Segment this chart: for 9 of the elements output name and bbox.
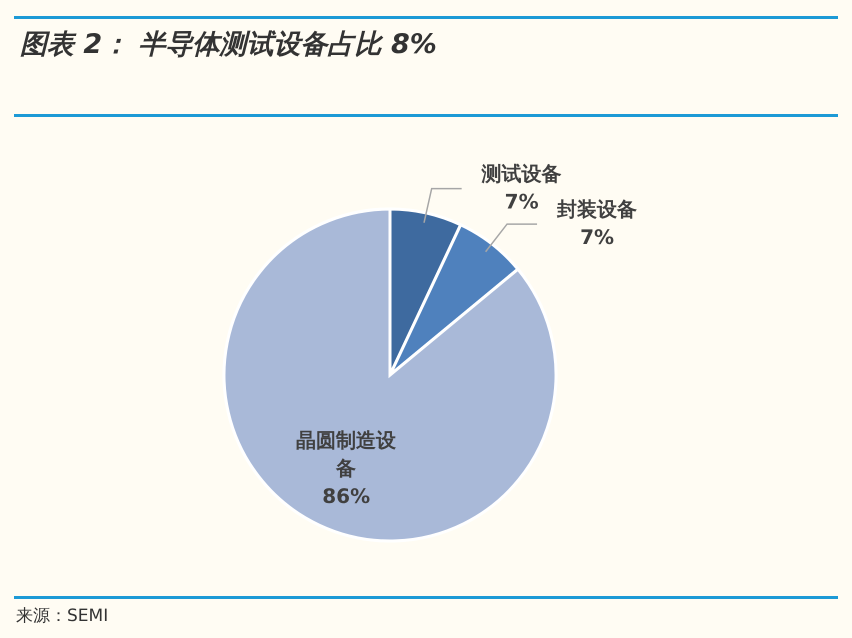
slice-label: 晶圆制造设备: [296, 428, 398, 480]
chart-title: 图表 2： 半导体测试设备占比 8%: [20, 28, 437, 62]
pie-slice: [222, 208, 558, 542]
source-note: 来源：SEMI: [16, 605, 108, 627]
data-label: 7%: [580, 225, 614, 250]
slice-label: 封装设备: [556, 197, 638, 222]
data-label: 86%: [322, 484, 370, 508]
data-label: 7%: [504, 190, 539, 214]
slice-label: 测试设备: [480, 162, 562, 186]
